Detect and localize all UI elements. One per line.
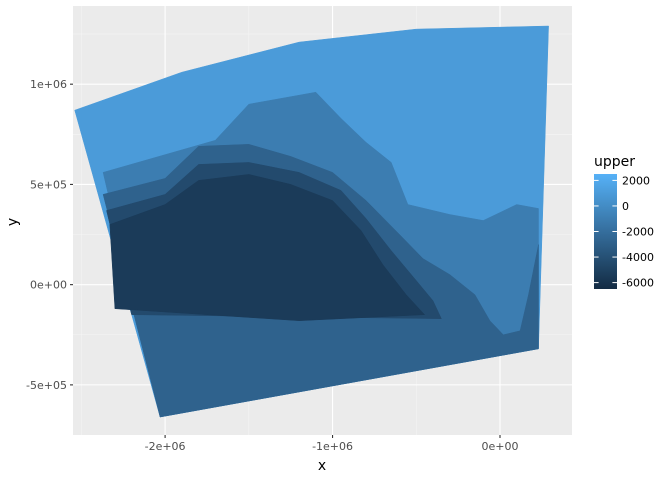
legend-label: -2000 [622,226,654,239]
x-tick-label: 0e+00 [482,440,519,453]
legend: upper 2000 0 -2000 -4000 -6000 [594,154,654,290]
legend-colorbar [594,174,617,289]
legend-label: -4000 [622,251,654,264]
raster-zone [109,174,425,321]
y-tick-label: 5e+05 [30,178,67,191]
y-tick-label: 1e+06 [30,78,67,91]
y-axis-title: y [5,218,21,226]
x-axis-title: x [318,458,326,474]
x-tick-label: -2e+06 [145,440,186,453]
axes: -2e+06 -1e+06 0e+00 -5e+05 0e+00 5e+05 1e+06 [26,78,518,453]
legend-label: 0 [622,200,629,213]
y-tick-label: 0e+00 [30,279,67,292]
x-tick-label: -1e+06 [312,440,353,453]
legend-label: -6000 [622,277,654,290]
raster-layer [74,25,549,418]
legend-title: upper [594,154,635,170]
y-tick-label: -5e+05 [26,379,67,392]
legend-label: 2000 [622,174,650,187]
